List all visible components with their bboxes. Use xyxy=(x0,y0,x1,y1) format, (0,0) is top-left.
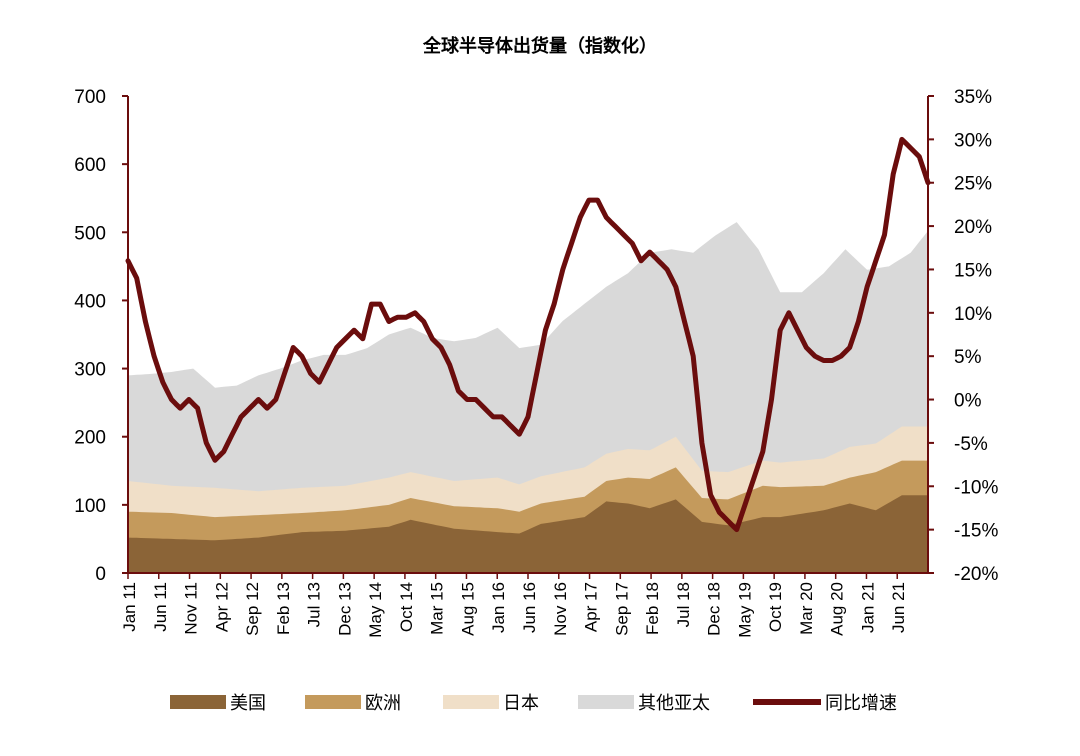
x-tick-label: Jan 16 xyxy=(489,582,508,633)
left-tick-label: 0 xyxy=(95,564,106,585)
right-tick-label: -5% xyxy=(954,434,988,455)
x-tick-label: Oct 19 xyxy=(766,582,785,632)
x-tick-label: May 14 xyxy=(366,582,385,638)
right-tick-label: 35% xyxy=(954,87,992,108)
x-tick-label: Jul 13 xyxy=(305,582,324,627)
legend-swatch-美国 xyxy=(170,695,226,709)
right-tick-label: 15% xyxy=(954,260,992,281)
legend-label-美国: 美国 xyxy=(230,693,266,714)
axes: 0 100 200 300 400 500 600 700 -20% -15% -10% -5% 0% 5… xyxy=(74,87,998,638)
x-tick-label: Mar 15 xyxy=(428,582,447,635)
left-tick-label: 400 xyxy=(74,291,106,312)
x-tick-label: Nov 11 xyxy=(182,582,201,635)
legend-label-其他亚太: 其他亚太 xyxy=(638,693,710,714)
x-tick-label: Jul 18 xyxy=(674,582,693,627)
right-tick-label: 10% xyxy=(954,304,992,325)
yoy-line-layer xyxy=(125,136,931,533)
x-tick-label: Sep 17 xyxy=(612,582,631,636)
right-tick-label: 30% xyxy=(954,130,992,151)
x-tick-label: Nov 16 xyxy=(551,582,570,636)
legend: 美国 欧洲 日本 其他亚太 同比增速 xyxy=(170,693,897,714)
x-tick-label: Feb 18 xyxy=(643,582,662,635)
x-tick-label: Aug 20 xyxy=(828,582,847,636)
legend-label-欧洲: 欧洲 xyxy=(365,693,401,714)
x-tick-label: Feb 13 xyxy=(274,582,293,635)
legend-swatch-欧洲 xyxy=(305,695,361,709)
x-tick-label: Mar 20 xyxy=(797,582,816,635)
stacked-areas xyxy=(128,222,928,573)
x-tick-label: Aug 15 xyxy=(458,582,477,636)
left-tick-label: 600 xyxy=(74,155,106,176)
left-tick-label: 200 xyxy=(74,428,106,449)
chart-title: 全球半导体出货量（指数化） xyxy=(422,35,657,57)
x-tick-label: Jan 11 xyxy=(120,582,139,632)
x-tick-label: Jun 16 xyxy=(520,582,539,633)
right-tick-label: -20% xyxy=(954,564,998,585)
right-tick-label: 0% xyxy=(954,391,982,412)
left-tick-label: 300 xyxy=(74,360,106,381)
x-tick-label: Oct 14 xyxy=(397,582,416,632)
right-tick-label: 25% xyxy=(954,174,992,195)
area-美国 xyxy=(128,495,928,573)
x-tick-label: Apr 12 xyxy=(212,582,231,632)
right-tick-label: -10% xyxy=(954,477,998,498)
x-tick-label: Sep 12 xyxy=(243,582,262,636)
line-同比增速 xyxy=(125,136,931,533)
right-tick-label: 20% xyxy=(954,217,992,238)
x-tick-label: Jan 21 xyxy=(858,582,877,633)
x-tick-label: May 19 xyxy=(735,582,754,638)
left-tick-label: 500 xyxy=(74,223,106,244)
x-tick-label: Apr 17 xyxy=(582,582,601,632)
legend-label-日本: 日本 xyxy=(503,693,539,714)
x-tick-label: Jun 11 xyxy=(151,582,170,632)
right-tick-label: 5% xyxy=(954,347,982,368)
legend-swatch-日本 xyxy=(443,695,499,709)
legend-label-同比增速: 同比增速 xyxy=(825,693,897,714)
x-tick-label: Jun 21 xyxy=(889,582,908,633)
legend-swatch-其他亚太 xyxy=(578,695,634,709)
x-tick-label: Dec 13 xyxy=(335,582,354,636)
left-tick-label: 100 xyxy=(74,496,106,517)
left-tick-label: 700 xyxy=(74,87,106,108)
right-tick-label: -15% xyxy=(954,521,998,542)
x-tick-label: Dec 18 xyxy=(705,582,724,636)
